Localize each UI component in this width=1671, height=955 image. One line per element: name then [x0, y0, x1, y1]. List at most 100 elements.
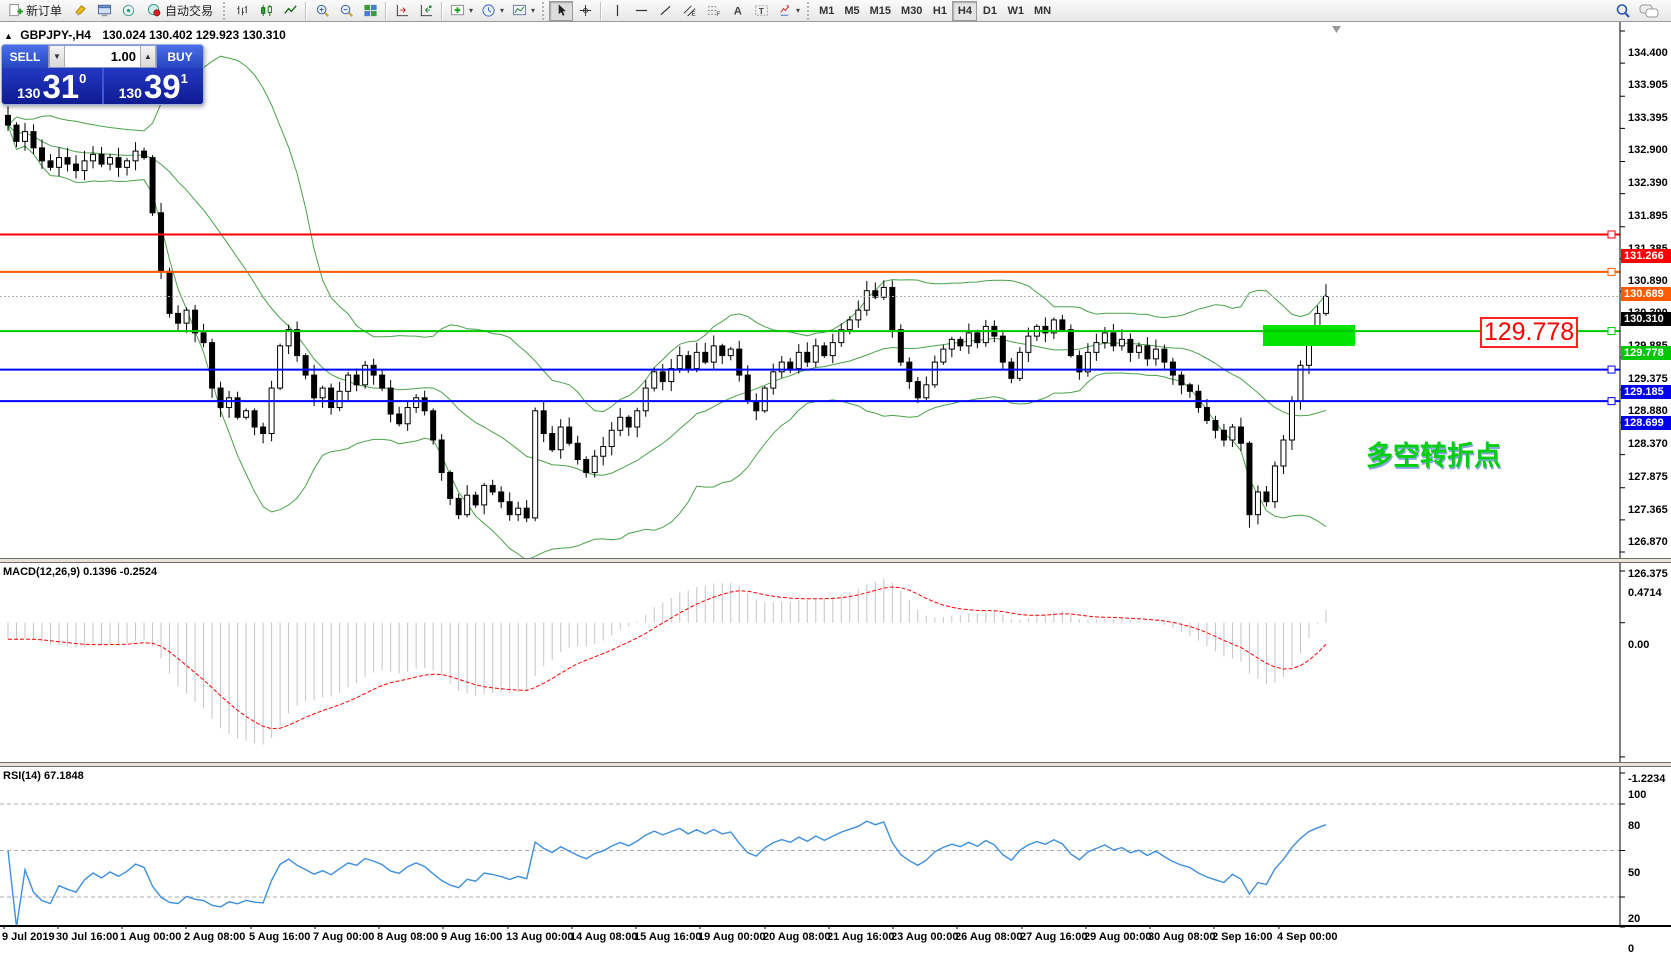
pane-separator-macd[interactable] [0, 558, 1671, 563]
search-icon[interactable] [1615, 3, 1631, 19]
autotrading-button[interactable]: 自动交易 [140, 1, 220, 21]
cursor-tool-button[interactable] [549, 0, 574, 21]
date-axis-label: 30 Jul 16:00 [56, 931, 119, 943]
rsi-tick-label: 0 [1628, 943, 1635, 955]
chart-line-mode-button[interactable] [278, 1, 302, 21]
tile-windows-button[interactable] [358, 1, 382, 21]
timeframe-button-d1[interactable]: D1 [977, 1, 1002, 21]
channel-tool-button[interactable]: E [677, 1, 701, 21]
highlighter-button[interactable] [68, 1, 92, 21]
chart-shift-icon [396, 4, 408, 17]
auto-scroll-icon [420, 4, 432, 17]
buy-button[interactable]: BUY [157, 45, 203, 68]
timeframe-button-m15[interactable]: M15 [865, 1, 896, 21]
line-anchor-handle[interactable] [1607, 267, 1616, 276]
zoom-out-button[interactable] [334, 1, 358, 21]
line-anchor-handle[interactable] [1607, 397, 1616, 406]
pane-separator-rsi[interactable] [0, 762, 1671, 767]
signal-button[interactable] [116, 1, 140, 21]
buy-price-main: 39 [143, 68, 181, 105]
trendline-tool-button[interactable] [653, 1, 677, 21]
date-axis-label: 14 Aug 08:00 [570, 931, 638, 943]
volume-increase-button[interactable]: ▲ [140, 46, 156, 67]
price-callout-text: 129.778 [1483, 318, 1575, 346]
price-tick-label: 134.400 [1628, 47, 1668, 59]
price-tick-label: 132.390 [1628, 177, 1668, 190]
sell-price-display[interactable]: 130 31 0 [2, 68, 102, 104]
timeframe-button-h4[interactable]: H4 [952, 0, 978, 21]
bar-chart-icon [236, 5, 247, 16]
zoom-in-icon [316, 4, 329, 17]
chart-candles-mode-button[interactable] [254, 1, 278, 21]
volume-decrease-button[interactable]: ▼ [49, 46, 65, 67]
toolbar-grip [542, 1, 546, 20]
terminal-window-button[interactable] [92, 1, 116, 21]
chart-shift-marker[interactable] [1332, 26, 1341, 33]
text-tool-button[interactable]: A [725, 1, 749, 21]
new-order-button[interactable]: 新订单 [2, 1, 68, 21]
date-axis-label: 1 Aug 00:00 [120, 931, 182, 943]
timeframe-button-mn[interactable]: MN [1029, 1, 1056, 21]
sell-price-pip: 0 [79, 71, 87, 86]
chart-window[interactable]: ▲ GBPJPY-,H4 130.024 130.402 129.923 130… [0, 22, 1671, 955]
ohlc-values: 130.024 130.402 129.923 130.310 [102, 28, 286, 42]
time-axis-line [0, 925, 1671, 927]
volume-input[interactable]: 1.00 [110, 49, 136, 64]
text-label-tool-button[interactable]: T [749, 1, 773, 21]
timeframe-button-m1[interactable]: M1 [814, 1, 839, 21]
one-click-trade-panel: SELL ▼ 1.00 ▲ BUY 130 31 0 130 39 1 [1, 44, 204, 105]
line-anchor-handle[interactable] [1607, 327, 1616, 336]
toolbar-grip [223, 1, 227, 20]
horizontal-line-icon [635, 9, 647, 12]
chart-shift-button[interactable] [390, 1, 414, 21]
date-axis-label: 7 Aug 00:00 [313, 931, 375, 943]
zoom-out-icon [340, 4, 353, 17]
horizontal-line-tool-button[interactable] [629, 1, 653, 21]
arrows-tool-button[interactable]: ▾ [773, 1, 804, 21]
line-anchor-handle[interactable] [1607, 365, 1616, 374]
price-tick-label: 127.875 [1628, 470, 1668, 483]
annotation-note[interactable]: 多空转折点 [1366, 441, 1501, 471]
zoom-in-button[interactable] [310, 1, 334, 21]
crosshair-tool-button[interactable] [573, 1, 597, 21]
rsi-tick-label: 50 [1628, 866, 1641, 879]
rsi-tick-label: 20 [1628, 913, 1641, 925]
sell-button[interactable]: SELL [2, 45, 48, 68]
fibonacci-tool-button[interactable]: F [701, 1, 725, 21]
price-tick-label: 132.900 [1628, 144, 1668, 157]
price-callout-box[interactable]: 129.778 [1480, 317, 1578, 348]
rsi-pane[interactable] [0, 803, 1620, 927]
green-zone-annotation[interactable] [1263, 325, 1355, 346]
tile-windows-icon [363, 4, 377, 17]
vertical-line-tool-button[interactable] [605, 1, 629, 21]
toolbar-separator [441, 1, 443, 20]
panel-collapse-toggle-icon[interactable]: ▲ [4, 31, 13, 41]
price-pane[interactable] [0, 55, 1620, 560]
buy-price-display[interactable]: 130 39 1 [103, 68, 203, 105]
level-price-axis-label: 128.699 [1621, 416, 1671, 431]
bollinger-lower-band [7, 124, 1327, 558]
price-tick-label: 128.880 [1628, 405, 1668, 418]
line-anchor-handle[interactable] [1607, 230, 1616, 239]
timeframe-button-w1[interactable]: W1 [1002, 1, 1029, 21]
chart-canvas[interactable] [0, 22, 1671, 946]
toolbar-separator [600, 1, 603, 20]
macd-pane[interactable] [7, 578, 1327, 745]
text-icon: A [733, 6, 741, 18]
macd-tick-label: 0.00 [1628, 638, 1650, 651]
macd-tick-label: 0.4714 [1628, 586, 1662, 599]
chat-icon[interactable] [1639, 3, 1659, 19]
templates-button[interactable]: ▾ [508, 1, 539, 21]
auto-scroll-button[interactable] [414, 1, 438, 21]
indicators-button[interactable]: ▾ [446, 1, 477, 21]
date-axis-label: 8 Aug 08:00 [377, 931, 439, 943]
timeframe-button-m5[interactable]: M5 [839, 1, 864, 21]
price-tick-label: 131.895 [1628, 209, 1668, 222]
periods-button[interactable]: ▾ [477, 1, 508, 21]
level-price-axis-label: 131.266 [1621, 249, 1671, 264]
chart-bars-mode-button[interactable] [230, 1, 254, 21]
timeframe-button-m30[interactable]: M30 [896, 1, 927, 21]
chart-symbol-info: ▲ GBPJPY-,H4 130.024 130.402 129.923 130… [4, 28, 286, 42]
rsi-indicator-label: RSI(14) 67.1848 [3, 770, 84, 782]
timeframe-button-h1[interactable]: H1 [927, 1, 952, 21]
